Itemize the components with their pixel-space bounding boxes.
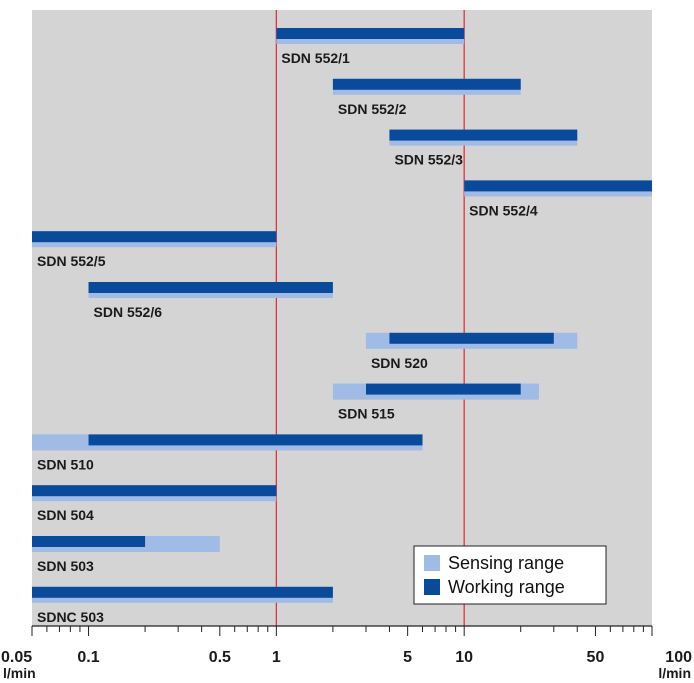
x-tick-label-0.1: 0.1 (77, 649, 99, 666)
bar-label-sdn-520: SDN 520 (371, 355, 428, 371)
x-unit-left: l/min (3, 665, 36, 681)
bar-working-sdn-515 (365, 383, 521, 395)
bar-working-sdn-504 (32, 485, 277, 497)
bars (32, 28, 652, 603)
bar-label-sdn-552-1: SDN 552/1 (281, 50, 350, 66)
bar-working-sdn-552-2 (332, 78, 521, 90)
x-tick-label-100: 100 (665, 649, 692, 666)
bar-working-sdn-552-1 (276, 28, 465, 39)
bar-label-sdn-510: SDN 510 (37, 456, 94, 472)
x-unit-right: l/min (658, 665, 691, 681)
plot-background (32, 10, 652, 626)
bar-label-sdn-515: SDN 515 (338, 406, 395, 422)
legend-label-working: Working range (448, 577, 565, 597)
legend-box (413, 545, 607, 605)
bar-working-sdn-552-6 (88, 282, 333, 293)
bar-working-sdn-503 (32, 536, 146, 547)
x-tick-label-0.05: 0.05 (1, 649, 32, 666)
bar-working-sdn-552-3 (389, 129, 578, 141)
bar-working-sdn-520 (389, 332, 554, 344)
reference-lines (275, 10, 465, 626)
legend: Sensing range Working range (413, 545, 607, 605)
bar-working-sdn-552-4 (464, 180, 652, 192)
legend-swatch-working (424, 579, 440, 595)
bar-working-sdnc-503 (32, 586, 333, 598)
bar-label-sdn-552-6: SDN 552/6 (94, 304, 163, 320)
x-tick-label-0.5: 0.5 (209, 649, 231, 666)
bar-label-sdn-552-2: SDN 552/2 (338, 101, 407, 117)
legend-swatch-sensing (424, 555, 440, 571)
legend-label-sensing: Sensing range (448, 553, 564, 573)
x-tick-label-1: 1 (272, 649, 281, 666)
bar-label-sdn-552-5: SDN 552/5 (37, 253, 106, 269)
x-tick-label-50: 50 (587, 649, 605, 666)
x-tick-labels: 0.05 0.1 0.5 1 5 10 50 100 (1, 649, 692, 666)
x-tick-label-10: 10 (455, 649, 473, 666)
bar-working-sdn-510 (88, 434, 423, 446)
bar-label-sdn-552-3: SDN 552/3 (394, 152, 463, 168)
x-tick-label-5: 5 (403, 649, 412, 666)
row-labels: SDN 552/1 SDN 552/2 SDN 552/3 SDN 552/4 SDN … (37, 50, 538, 625)
bar-label-sdn-504: SDN 504 (37, 507, 94, 523)
bar-label-sdnc-503: SDNC 503 (37, 609, 104, 625)
bar-working-sdn-552-5 (32, 231, 277, 243)
bar-label-sdn-503: SDN 503 (37, 558, 94, 574)
bar-label-sdn-552-4: SDN 552/4 (469, 202, 538, 218)
x-ticks (31, 626, 653, 636)
